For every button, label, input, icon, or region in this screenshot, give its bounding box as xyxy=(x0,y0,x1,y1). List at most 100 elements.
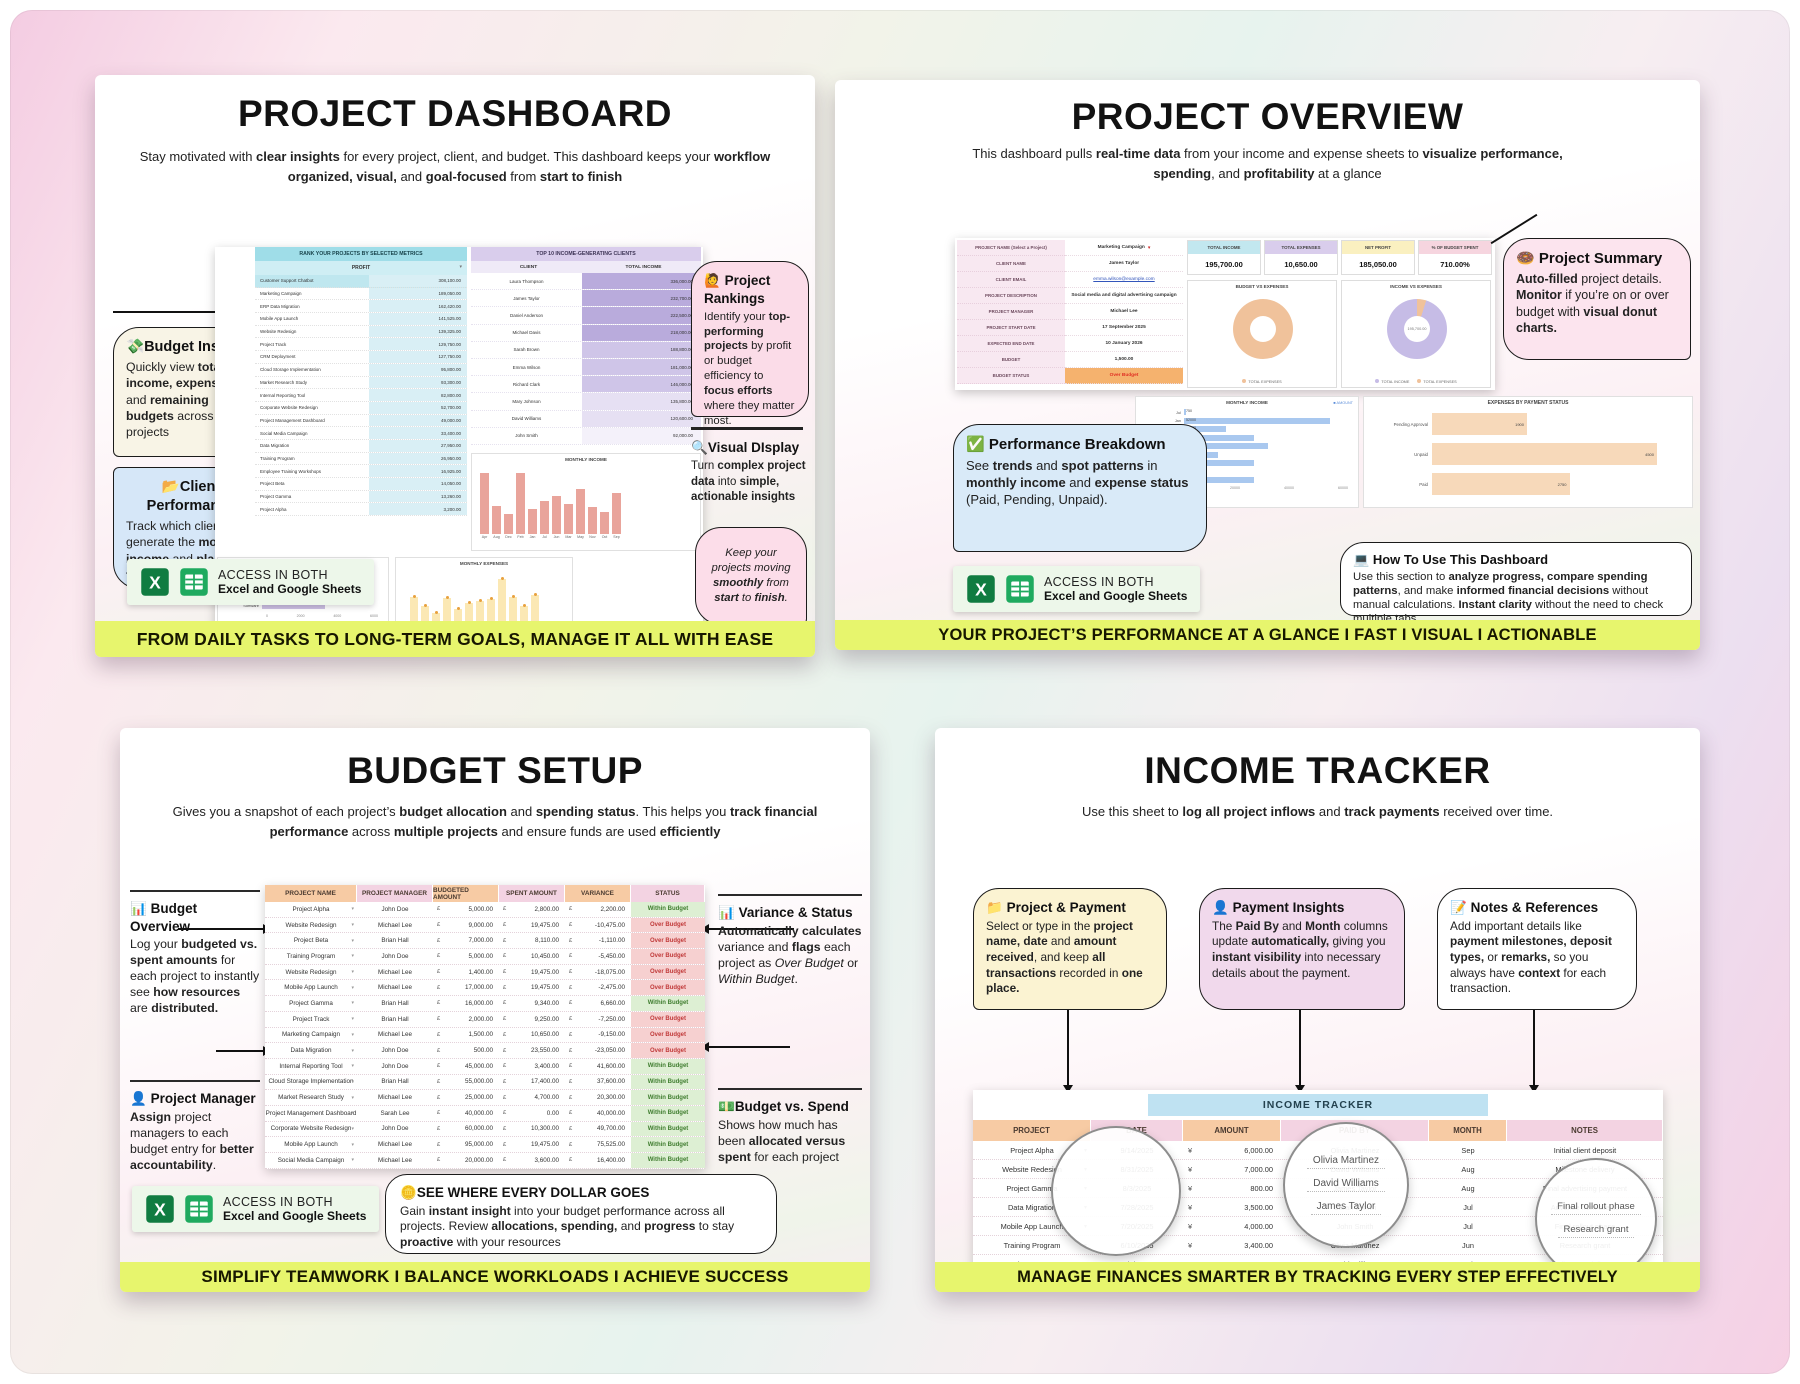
project-name: Internal Reporting Tool xyxy=(260,392,306,398)
x-tick-label: Feb xyxy=(517,535,524,539)
legend-label: AMOUNT xyxy=(1336,401,1353,405)
status-badge: Over Budget xyxy=(631,917,705,933)
status-badge: Within Budget xyxy=(631,1090,705,1105)
status-badge: Over Budget xyxy=(631,933,705,949)
budgeted-cell: 7,000.00 xyxy=(468,937,493,945)
budgeted-cell: 2,000.00 xyxy=(468,1015,493,1023)
variance-cell: 37,600.00 xyxy=(596,1078,625,1086)
project-name-cell[interactable]: Mobile App Launch xyxy=(265,1137,357,1152)
bar-row: Software xyxy=(224,602,382,609)
client-name: Michael Davis xyxy=(512,330,541,336)
bar xyxy=(421,604,429,624)
variance-cell: 40,000.00 xyxy=(596,1109,625,1117)
notes-cell: Initial client deposit xyxy=(1553,1145,1617,1155)
amount-cell: 4,000.00 xyxy=(1244,1221,1273,1231)
spent-cell: 3,600.00 xyxy=(534,1156,559,1164)
detail-label: PROJECT NAME (Select a Project) xyxy=(957,240,1065,256)
manager-cell: Michael Lee xyxy=(378,1094,412,1102)
table-row: Mobile App Launch Michael Lee £ 95,000.0… xyxy=(265,1137,705,1153)
amount-cell: 800.00 xyxy=(1250,1183,1273,1193)
spent-cell: 4,700.00 xyxy=(534,1094,559,1102)
kpi-card: TOTAL EXPENSES 10,650.00 xyxy=(1264,240,1338,275)
y-tick-label: Pending Approval xyxy=(1393,421,1428,427)
project-name-cell[interactable]: Website Redesign xyxy=(265,965,357,980)
detail-value[interactable]: Over Budget xyxy=(1065,368,1183,384)
donut-hole xyxy=(1250,316,1276,342)
budgeted-cell: 40,000.00 xyxy=(464,1109,493,1117)
callout-body: Auto-filled project details. Monitor if … xyxy=(1516,271,1669,336)
variance-cell: -1,110.00 xyxy=(598,937,625,945)
project-name: Employee Training Workshops xyxy=(260,468,321,474)
bar: 4500 xyxy=(1432,443,1657,465)
project-name-cell[interactable]: Project Beta xyxy=(265,933,357,948)
x-tick-label: Dec xyxy=(505,535,512,539)
x-tick-label: Jul xyxy=(542,535,547,539)
currency-symbol: £ xyxy=(437,1094,441,1101)
amount-cell: 3,500.00 xyxy=(1244,1202,1273,1212)
status-badge: Within Budget xyxy=(631,1105,705,1121)
x-tick-label: 20000 xyxy=(1230,485,1240,490)
spent-cell: 8,110.00 xyxy=(534,937,559,945)
currency-symbol: ¥ xyxy=(1188,1202,1193,1212)
callout-title: Performance Breakdown xyxy=(988,436,1166,453)
currency-symbol: £ xyxy=(569,906,573,913)
project-name-cell[interactable]: Mobile App Launch xyxy=(265,980,357,995)
access-text: ACCESS IN BOTH Excel and Google Sheets xyxy=(223,1195,366,1223)
detail-value[interactable]: Michael Lee xyxy=(1065,304,1183,320)
currency-symbol: £ xyxy=(569,953,573,960)
currency-symbol: £ xyxy=(503,1094,507,1101)
project-name-cell[interactable]: Corporate Website Redesign xyxy=(265,1122,357,1137)
project-name: Marketing Campaign xyxy=(260,291,302,297)
currency-symbol: £ xyxy=(569,1094,573,1101)
callout-keep-moving: Keep your projects moving smoothly from … xyxy=(695,527,807,625)
project-name-cell[interactable]: Market Research Study xyxy=(265,1090,357,1105)
currency-symbol: £ xyxy=(569,1000,573,1007)
project-name-cell[interactable]: Data Migration xyxy=(265,1043,357,1058)
access-line1: ACCESS IN BOTH xyxy=(223,1195,333,1209)
callout-title: Variance & Status xyxy=(738,905,853,920)
project-name-cell[interactable]: Project Management Dashboard xyxy=(265,1106,357,1121)
callout-project-manager: 👤 Project Manager Assign project manager… xyxy=(130,1080,260,1173)
project-name-cell[interactable]: Training Program xyxy=(265,949,357,964)
detail-value[interactable]: 10 January 2026 xyxy=(1065,336,1183,352)
table-row: Social Media Campaign Michael Lee £ 20,0… xyxy=(265,1153,705,1169)
detail-value[interactable]: emma.wilson@example.com xyxy=(1065,272,1183,288)
callout-how-to-use: 💻 How To Use This Dashboard Use this sec… xyxy=(1340,542,1692,625)
excel-icon: X xyxy=(967,575,995,603)
project-name-cell[interactable]: Website Redesign xyxy=(265,918,357,933)
budgeted-cell: 17,000.00 xyxy=(464,984,493,992)
project-name-cell[interactable]: Internal Reporting Tool xyxy=(265,1059,357,1074)
client-name: Daniel Anderson xyxy=(509,312,544,318)
bar: 2750 xyxy=(1432,473,1570,495)
project-name-cell[interactable]: Project Gamma xyxy=(265,996,357,1011)
project-name-cell[interactable]: Social Media Campaign xyxy=(265,1153,357,1168)
legend-item: TOTAL INCOME xyxy=(1375,379,1409,384)
detail-value[interactable]: 1,500.00 xyxy=(1065,352,1183,368)
person-icon: 🙋 xyxy=(704,273,721,288)
currency-symbol: £ xyxy=(569,1110,573,1117)
project-name-cell[interactable]: Marketing Campaign xyxy=(265,1028,357,1043)
detail-value[interactable]: 17 September 2025 xyxy=(1065,320,1183,336)
detail-value[interactable]: James Taylor xyxy=(1065,256,1183,272)
callout-title: Project & Payment xyxy=(1006,900,1126,915)
amount-cell: 7,000.00 xyxy=(1244,1164,1273,1174)
spent-cell: 9,340.00 xyxy=(534,999,559,1007)
detail-value[interactable]: Marketing Campaign xyxy=(1065,240,1183,256)
project-name-cell[interactable]: Project Alpha xyxy=(265,902,357,917)
callout-body: Add important details like payment miles… xyxy=(1450,918,1612,996)
x-tick-label: May xyxy=(577,535,584,539)
table-row: Mobile App Launch 141,525.00 xyxy=(255,313,467,326)
table-row: Employee Training Workshops 16,925.00 xyxy=(255,465,467,478)
project-name: ERP Data Migration xyxy=(260,303,300,309)
project-name-cell[interactable]: Cloud Storage Implementation xyxy=(265,1075,357,1090)
metric-dropdown[interactable]: PROFIT ▾ xyxy=(255,261,467,275)
detail-value[interactable]: Social media and digital advertising cam… xyxy=(1065,288,1183,304)
variance-cell: -7,250.00 xyxy=(598,1015,625,1023)
project-name-cell[interactable]: Project Track xyxy=(265,1012,357,1027)
bars xyxy=(396,567,572,625)
month-cell: Sep xyxy=(1461,1145,1475,1155)
bar xyxy=(540,501,549,534)
spent-cell: 10,450.00 xyxy=(530,952,559,960)
svg-text:X: X xyxy=(154,1199,166,1219)
